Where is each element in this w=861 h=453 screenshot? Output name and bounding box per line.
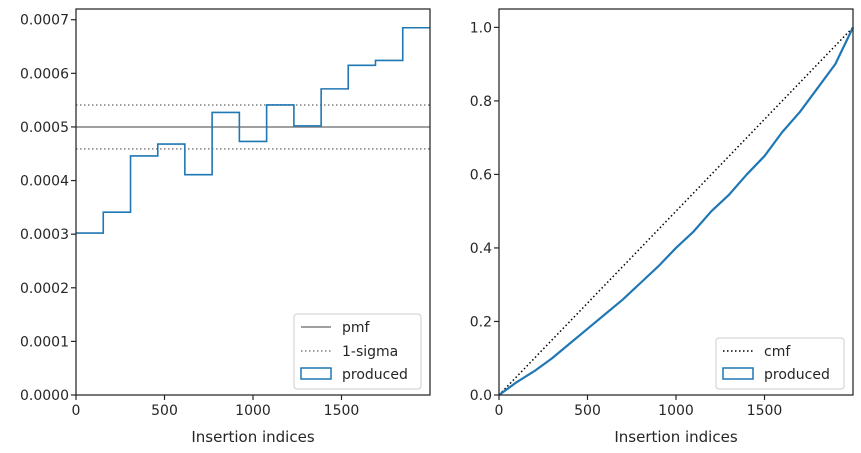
- cmf-x-tick-label: 500: [574, 403, 601, 419]
- cmf-x-tick-label: 1000: [658, 403, 694, 419]
- cmf-x-axis-label: Insertion indices: [614, 428, 737, 446]
- cmf-legend-produced-label: produced: [764, 367, 830, 383]
- produced-cumulative-line: [498, 26, 854, 396]
- pmf-legend-produced-swatch: [300, 367, 332, 380]
- pmf-legend-pmf-label: pmf: [342, 320, 371, 336]
- pmf-y-tick-label: 0.0005: [20, 120, 69, 136]
- cmf-plot-marks: [498, 26, 854, 396]
- cmf-y-tick-label: 0.6: [470, 167, 492, 183]
- pmf-legend-sigma-label: 1-sigma: [342, 344, 398, 360]
- cmf-y-tick-label: 0.4: [470, 241, 492, 257]
- pmf-y-tick-label: 0.0006: [20, 66, 69, 82]
- pmf-x-tick-label: 1000: [235, 403, 271, 419]
- pmf-x-axis-label: Insertion indices: [191, 428, 314, 446]
- pmf-y-tick-label: 0.0004: [20, 174, 69, 190]
- cmf-y-tick-label: 0.2: [470, 314, 492, 330]
- cmf-y-tick-label: 0.8: [470, 94, 492, 110]
- pmf-x-tick-label: 1500: [324, 403, 360, 419]
- cmf-y-tick-label: 1.0: [470, 20, 492, 36]
- pmf-plot-marks: [76, 26, 430, 234]
- pmf-y-tick-label: 0.0001: [20, 334, 69, 350]
- cmf-legend-cmf-label: cmf: [764, 344, 791, 360]
- cmf-x-tick-label: 1500: [747, 403, 783, 419]
- pmf-y-tick-label: 0.0003: [20, 227, 69, 243]
- produced-step-line: [76, 26, 430, 234]
- cmf-line: [498, 26, 854, 396]
- cmf-y-tick-label: 0.0: [470, 388, 492, 404]
- cmf-x-tick-label: 0: [495, 403, 504, 419]
- cmf-axis-ticks: 0 500 1000 1500 0.0 0.2 0.4 0.6 0.8 1.0: [470, 20, 783, 419]
- pmf-panel: 0 500 1000 1500 0.0000 0.0001 0.0002 0.0003 0.00…: [20, 8, 431, 446]
- cmf-panel: 0 500 1000 1500 0.0 0.2 0.4 0.6 0.8 1.0 Insertion…: [470, 8, 854, 446]
- pmf-x-tick-label: 500: [151, 403, 178, 419]
- pmf-legend-produced-label: produced: [342, 367, 408, 383]
- pmf-x-tick-label: 0: [72, 403, 81, 419]
- pmf-legend: pmf 1-sigma produced: [293, 313, 422, 390]
- cmf-legend: cmf produced: [715, 337, 845, 390]
- pmf-y-tick-label: 0.0002: [20, 281, 69, 297]
- pmf-y-tick-label: 0.0000: [20, 388, 69, 404]
- pmf-y-tick-label: 0.0007: [20, 13, 69, 29]
- cmf-legend-produced-swatch: [722, 367, 754, 380]
- pmf-axis-ticks: 0 500 1000 1500 0.0000 0.0001 0.0002 0.0003 0.00…: [20, 13, 359, 419]
- pmf-legend-box: [293, 313, 422, 390]
